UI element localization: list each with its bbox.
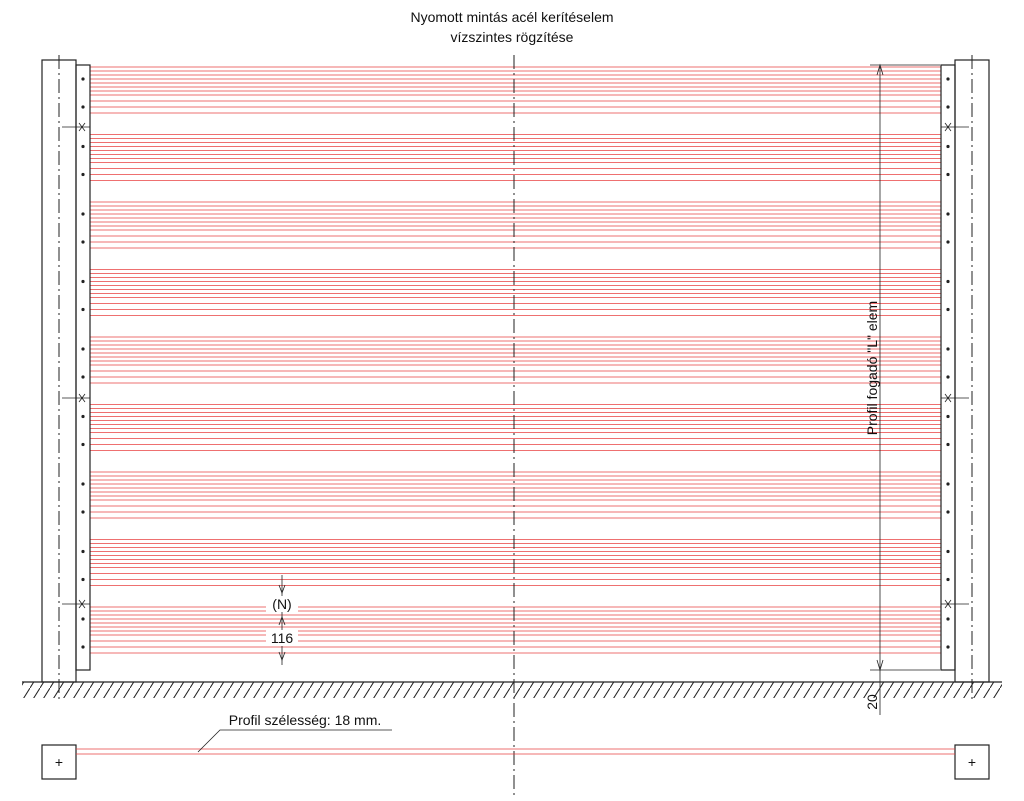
bolt bbox=[81, 375, 85, 379]
arrows bbox=[278, 584, 286, 662]
bolt bbox=[946, 482, 950, 486]
plus: + bbox=[55, 754, 63, 770]
bolt bbox=[81, 307, 85, 312]
bolt bbox=[81, 645, 85, 649]
bolt bbox=[81, 77, 85, 81]
bolt bbox=[946, 375, 950, 379]
bolt bbox=[81, 577, 85, 582]
bolt bbox=[946, 172, 950, 177]
gap-label: (N) bbox=[272, 596, 291, 612]
bolt bbox=[946, 617, 950, 621]
bolt bbox=[946, 212, 950, 216]
bolt bbox=[81, 144, 85, 149]
leader bbox=[197, 729, 392, 753]
l-element-label: Profil fogadó "L" elem bbox=[864, 301, 880, 435]
bolt bbox=[81, 212, 85, 216]
label-bg bbox=[266, 630, 298, 646]
bolt bbox=[946, 549, 950, 554]
bolt bbox=[81, 442, 85, 447]
bolt bbox=[81, 172, 85, 177]
bolt bbox=[946, 645, 950, 649]
plan-post bbox=[954, 744, 990, 780]
bolt bbox=[946, 77, 950, 81]
bolt bbox=[81, 617, 85, 621]
plus: + bbox=[968, 754, 976, 770]
bolt bbox=[81, 347, 85, 351]
bolt bbox=[946, 307, 950, 312]
title-line-1: Nyomott mintás acél kerítéselem bbox=[410, 9, 613, 25]
arrows bbox=[876, 63, 884, 672]
l-element bbox=[940, 64, 956, 671]
bolt bbox=[81, 549, 85, 554]
bolt bbox=[81, 510, 85, 514]
label-bg bbox=[266, 596, 298, 612]
bolt bbox=[946, 577, 950, 582]
bolt bbox=[946, 347, 950, 351]
bolt bbox=[946, 144, 950, 149]
plan-note: Profil szélesség: 18 mm. bbox=[229, 712, 382, 728]
bolt bbox=[946, 240, 950, 244]
bottom-dim: 20 bbox=[864, 694, 880, 710]
bolt bbox=[946, 442, 950, 447]
plan-post bbox=[41, 744, 77, 780]
bolt bbox=[946, 414, 950, 419]
bolt bbox=[81, 240, 85, 244]
profiles bbox=[62, 66, 969, 654]
bolt bbox=[81, 105, 85, 109]
height-label: 116 bbox=[271, 630, 294, 646]
bolt bbox=[81, 414, 85, 419]
bolt bbox=[81, 482, 85, 486]
bolt bbox=[81, 279, 85, 284]
l-element bbox=[75, 64, 91, 671]
bolt bbox=[946, 279, 950, 284]
bolt bbox=[946, 105, 950, 109]
ground-hatch bbox=[22, 682, 1002, 698]
bolt bbox=[946, 510, 950, 514]
title-line-2: vízszintes rögzítése bbox=[451, 29, 574, 45]
